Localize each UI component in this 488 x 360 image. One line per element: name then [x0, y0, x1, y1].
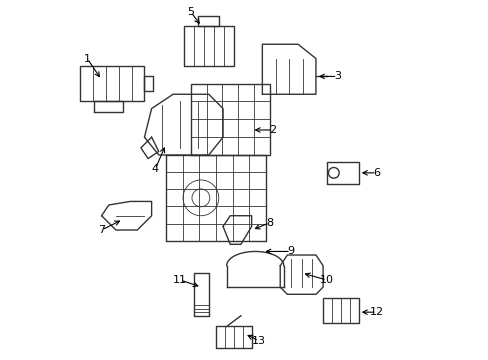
- Text: 4: 4: [151, 164, 159, 174]
- Text: 12: 12: [369, 307, 383, 317]
- Text: 3: 3: [333, 71, 340, 81]
- Text: 5: 5: [187, 7, 194, 17]
- Text: 9: 9: [287, 247, 294, 256]
- Text: 10: 10: [319, 275, 333, 285]
- Text: 13: 13: [251, 336, 265, 346]
- Text: 1: 1: [83, 54, 91, 64]
- Text: 6: 6: [372, 168, 379, 178]
- Text: 2: 2: [269, 125, 276, 135]
- Text: 11: 11: [173, 275, 187, 285]
- Text: 7: 7: [98, 225, 105, 235]
- Text: 8: 8: [265, 218, 272, 228]
